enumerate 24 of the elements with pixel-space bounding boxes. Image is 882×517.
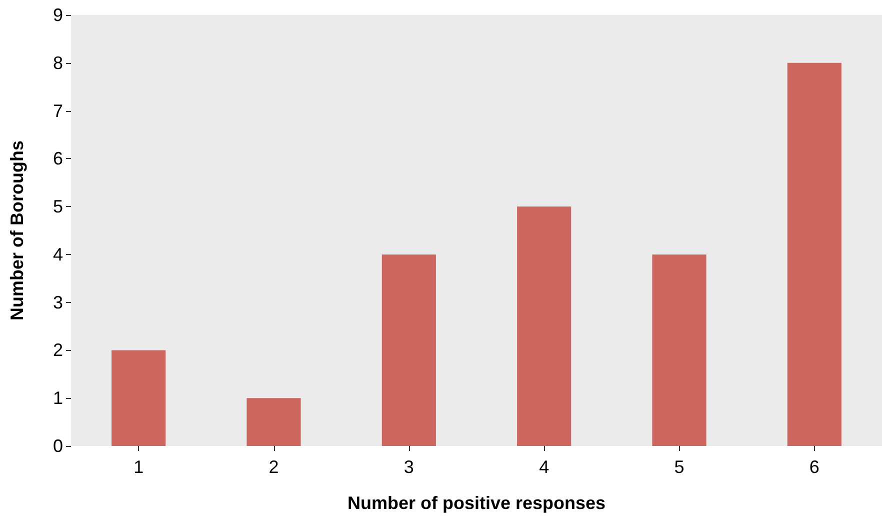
y-tick-label: 4 [52, 244, 63, 264]
x-axis-title: Number of positive responses [347, 493, 606, 513]
x-tick-label: 1 [134, 457, 144, 477]
y-tick-label: 7 [52, 100, 63, 121]
y-tick-label: 0 [52, 436, 63, 456]
bar [246, 398, 301, 446]
y-axis-title: Number of Boroughs [7, 140, 27, 320]
y-tick-label: 8 [52, 52, 63, 73]
y-tick-label: 3 [52, 292, 63, 312]
y-tick-label: 2 [52, 340, 63, 360]
x-tick-label: 6 [809, 457, 820, 477]
y-tick-label: 5 [52, 196, 63, 217]
bar [517, 206, 572, 446]
y-tick-label: 9 [52, 5, 63, 25]
x-tick-label: 4 [539, 457, 550, 477]
bar [382, 254, 436, 446]
bar [652, 254, 706, 446]
x-tick-label: 2 [268, 457, 279, 477]
bar [787, 62, 842, 446]
x-tick-label: 5 [674, 457, 684, 477]
y-tick-label: 6 [52, 148, 63, 169]
x-tick-label: 3 [404, 457, 414, 477]
bar [112, 350, 166, 446]
y-tick-label: 1 [52, 388, 63, 408]
